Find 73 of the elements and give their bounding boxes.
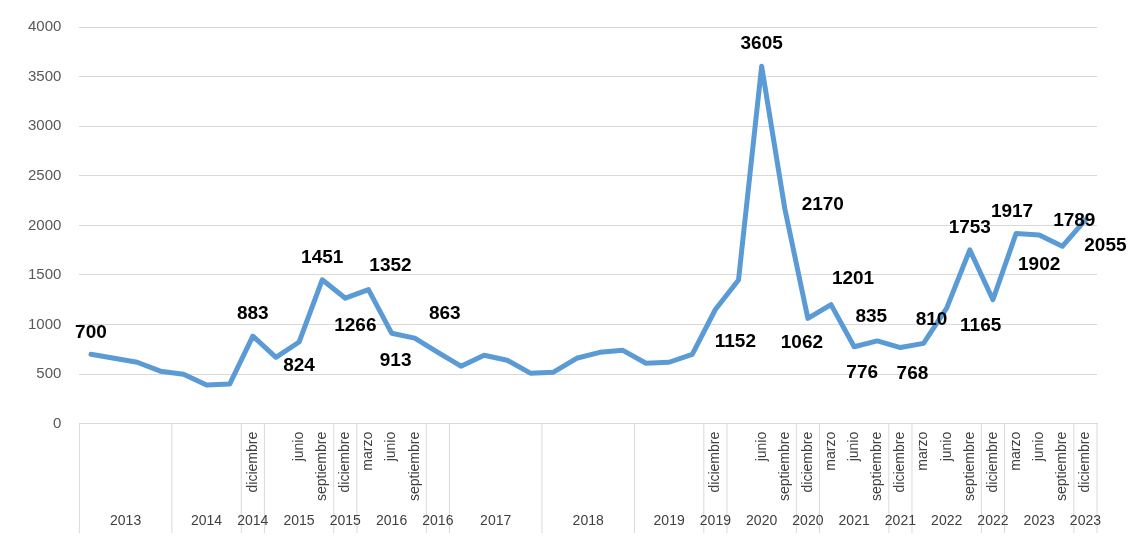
data-label: 1266 xyxy=(334,314,377,336)
text: 2019 xyxy=(653,511,685,528)
data-label: 863 xyxy=(428,302,461,324)
text: 2023 xyxy=(1069,511,1102,528)
data-label: 776 xyxy=(846,361,879,383)
data-label: 768 xyxy=(896,361,929,383)
data-label: 3605 xyxy=(740,32,784,54)
x-tick-label: septiembre xyxy=(405,431,422,502)
data-label: 824 xyxy=(283,354,316,376)
x-tick-label: junio xyxy=(937,431,954,463)
data-label: 1165 xyxy=(960,314,1002,336)
x-tick-label: diciembre xyxy=(891,431,908,493)
data-label: 835 xyxy=(855,305,888,327)
x-tick-label: junio xyxy=(382,431,399,463)
data-label: 1902 xyxy=(1018,253,1061,275)
text: 2013 xyxy=(110,511,142,528)
data-label: 1917 xyxy=(990,199,1034,221)
text: 2022 xyxy=(931,511,963,528)
data-label: 1753 xyxy=(948,216,991,238)
text: 2021 xyxy=(884,511,917,528)
text: 2018 xyxy=(572,511,604,528)
x-tick-label: diciembre xyxy=(798,431,815,493)
x-tick-label: septiembre xyxy=(960,431,977,502)
x-tick-label: septiembre xyxy=(775,431,792,502)
text: 2019 xyxy=(699,511,732,528)
text: 2015 xyxy=(283,511,315,528)
data-label: 913 xyxy=(379,349,412,371)
x-tick-label: junio xyxy=(289,431,306,463)
text: 2016 xyxy=(376,511,408,528)
y-tick-label: 2000 xyxy=(27,215,62,233)
x-tick-label: diciembre xyxy=(1076,431,1093,493)
x-tick-label: marzo xyxy=(821,431,838,471)
x-tick-label: diciembre xyxy=(706,431,723,493)
x-tick-label: junio xyxy=(845,431,862,463)
x-tick-label: septiembre xyxy=(313,431,330,502)
data-label: 1789 xyxy=(1053,208,1096,230)
data-label: 1152 xyxy=(714,329,757,351)
y-tick-label: 500 xyxy=(36,364,62,382)
y-tick-label: 0 xyxy=(53,413,62,431)
x-tick-label: septiembre xyxy=(868,431,885,502)
text: 2016 xyxy=(422,511,454,528)
text: 2023 xyxy=(1023,511,1055,528)
text: 2015 xyxy=(329,511,362,528)
text: 2014 xyxy=(237,511,269,528)
data-label: 883 xyxy=(236,302,269,324)
data-label: 2170 xyxy=(801,192,844,214)
y-tick-label: 1000 xyxy=(27,314,62,332)
x-tick-label: diciembre xyxy=(983,431,1000,493)
text: 2022 xyxy=(977,511,1009,528)
x-tick-label: diciembre xyxy=(336,431,353,493)
data-label: 2055 xyxy=(1084,234,1127,256)
text: 2017 xyxy=(480,511,512,528)
x-tick-label: junio xyxy=(752,431,769,463)
text: 2020 xyxy=(746,511,778,528)
data-label: 1451 xyxy=(301,246,344,268)
text: 2020 xyxy=(792,511,824,528)
x-tick-label: septiembre xyxy=(1053,431,1070,502)
x-tick-label: marzo xyxy=(359,431,376,471)
x-tick-label: marzo xyxy=(914,431,931,471)
y-tick-label: 3500 xyxy=(27,66,62,84)
data-label: 1352 xyxy=(369,253,412,275)
x-tick-label: marzo xyxy=(1006,431,1023,471)
data-label: 700 xyxy=(75,320,107,342)
data-label: 1201 xyxy=(831,266,875,288)
y-tick-label: 2500 xyxy=(27,165,62,183)
data-label: 1062 xyxy=(780,330,824,352)
y-tick-label: 4000 xyxy=(27,17,62,35)
x-tick-label: junio xyxy=(1030,431,1047,463)
text: 2014 xyxy=(190,511,223,528)
y-tick-label: 3000 xyxy=(27,116,62,134)
y-tick-label: 1500 xyxy=(27,265,62,283)
text: 2021 xyxy=(838,511,870,528)
x-tick-label: diciembre xyxy=(243,431,260,493)
